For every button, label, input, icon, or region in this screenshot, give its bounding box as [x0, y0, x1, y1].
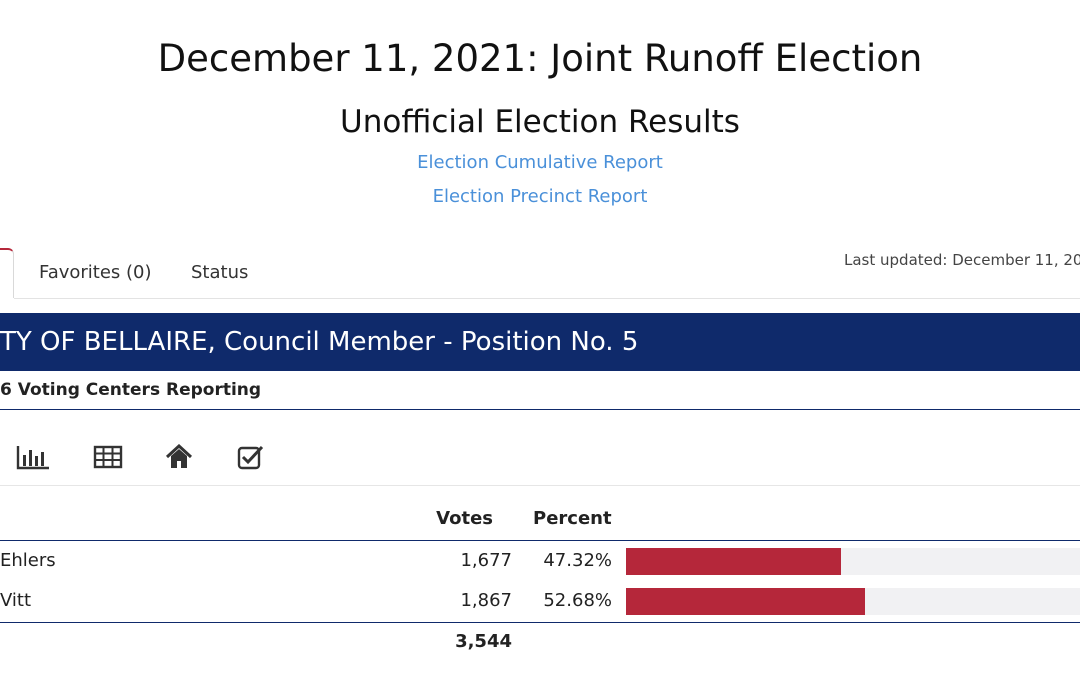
- divider: [0, 540, 1080, 541]
- checkbox-icon[interactable]: [236, 444, 270, 470]
- page-subtitle: Unofficial Election Results: [340, 104, 740, 140]
- divider: [0, 409, 1080, 410]
- race-title: TY OF BELLAIRE, Council Member - Positio…: [0, 327, 639, 357]
- vote-share-bar: [626, 588, 1080, 615]
- race-header: TY OF BELLAIRE, Council Member - Positio…: [0, 313, 1080, 371]
- total-votes: 3,544: [455, 631, 512, 652]
- page-title: December 11, 2021: Joint Runoff Election: [157, 37, 923, 80]
- tab-active[interactable]: [0, 248, 14, 298]
- tab-status[interactable]: Status: [191, 262, 249, 283]
- candidate-name: Vitt: [0, 590, 32, 611]
- candidate-name: Ehlers: [0, 550, 56, 571]
- tabs-divider: [14, 298, 1080, 299]
- candidate-percent: 52.68%: [543, 590, 612, 611]
- cumulative-report-link[interactable]: Election Cumulative Report: [417, 152, 663, 173]
- vote-share-fill: [626, 588, 866, 615]
- percent-column-header: Percent: [533, 508, 612, 529]
- candidate-percent: 47.32%: [543, 550, 612, 571]
- vote-share-bar: [626, 548, 1080, 575]
- divider: [0, 622, 1080, 623]
- divider: [0, 485, 1080, 486]
- votes-column-header: Votes: [436, 508, 493, 529]
- vote-share-fill: [626, 548, 841, 575]
- candidate-votes: 1,867: [460, 590, 512, 611]
- candidate-votes: 1,677: [460, 550, 512, 571]
- table-icon[interactable]: [92, 444, 126, 470]
- home-icon[interactable]: [164, 443, 198, 470]
- reporting-status: 6 Voting Centers Reporting: [0, 380, 262, 400]
- precinct-report-link[interactable]: Election Precinct Report: [432, 186, 648, 207]
- tab-favorites[interactable]: Favorites (0): [39, 262, 152, 283]
- bar-chart-icon[interactable]: [16, 444, 50, 470]
- last-updated-text: Last updated: December 11, 2021: [844, 251, 1080, 269]
